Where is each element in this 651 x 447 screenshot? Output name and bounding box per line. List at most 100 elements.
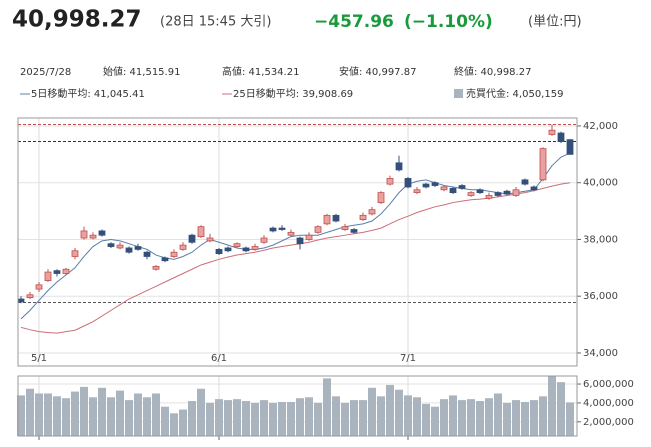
candle-body bbox=[404, 178, 412, 188]
y-tick-label: 36,000 bbox=[583, 291, 618, 302]
volume-bar bbox=[62, 398, 70, 436]
candle-body bbox=[350, 229, 358, 233]
candle-body bbox=[35, 284, 43, 290]
candle-body bbox=[449, 187, 457, 194]
volume-bar bbox=[17, 395, 25, 436]
legend-swatch bbox=[454, 89, 463, 98]
candle-body bbox=[521, 179, 529, 185]
candle-body bbox=[386, 178, 394, 185]
candle-body bbox=[395, 162, 403, 171]
volume-bar bbox=[287, 401, 295, 436]
candle-body bbox=[314, 226, 322, 233]
volume-bar bbox=[539, 396, 547, 436]
y-tick-label: 4,000,000 bbox=[583, 398, 634, 409]
candle-body bbox=[197, 226, 205, 238]
candle-body bbox=[26, 294, 34, 299]
volume-bar bbox=[305, 397, 313, 436]
pane-border bbox=[17, 375, 578, 437]
volume-bar bbox=[404, 395, 412, 436]
candle-body bbox=[296, 237, 304, 245]
x-tick-label: 6/1 bbox=[211, 353, 227, 364]
moving-average-line bbox=[20, 152, 571, 320]
volume-bar bbox=[386, 384, 394, 436]
volume-bar bbox=[296, 398, 304, 436]
candle-body bbox=[458, 185, 466, 189]
volume-bar bbox=[206, 402, 214, 436]
time: (28日 15:45 大引) bbox=[160, 15, 271, 30]
candle-body bbox=[341, 226, 349, 230]
volume-bar bbox=[440, 399, 448, 436]
x-tick-label: 5/1 bbox=[31, 353, 47, 364]
volume-bar bbox=[422, 403, 430, 436]
volume-bar bbox=[242, 401, 250, 436]
candle-body bbox=[332, 214, 340, 222]
candle-body bbox=[62, 268, 70, 274]
volume-bar bbox=[269, 402, 277, 436]
candle-body bbox=[188, 234, 196, 243]
volume-bar bbox=[152, 393, 160, 436]
candle-body bbox=[98, 230, 106, 236]
candle-body bbox=[107, 243, 115, 247]
volume-bar bbox=[485, 398, 493, 436]
pane-border bbox=[17, 117, 578, 367]
volume-bar bbox=[35, 393, 43, 436]
y-tick-label: 34,000 bbox=[583, 348, 618, 359]
change: −457.96 bbox=[314, 12, 394, 32]
volume-bar bbox=[341, 402, 349, 436]
candle-body bbox=[548, 129, 556, 135]
candle-body bbox=[143, 251, 151, 257]
candle-body bbox=[224, 247, 232, 252]
volume-bar bbox=[260, 400, 268, 436]
candle-body bbox=[116, 244, 124, 249]
candle-body bbox=[251, 246, 259, 250]
volume-bar bbox=[332, 396, 340, 436]
candle-body bbox=[269, 227, 277, 232]
candle-body bbox=[539, 148, 547, 181]
candle-body bbox=[557, 132, 565, 142]
candle-body bbox=[260, 237, 268, 243]
y-tick-label: 2,000,000 bbox=[583, 417, 634, 428]
candle-body bbox=[413, 189, 421, 194]
candle-body bbox=[494, 192, 502, 196]
volume-bar bbox=[224, 400, 232, 436]
y-tick-label: 38,000 bbox=[583, 234, 618, 245]
candle-body bbox=[44, 271, 52, 281]
volume-bar bbox=[467, 399, 475, 436]
candle-body bbox=[215, 248, 223, 255]
candle-body bbox=[125, 247, 133, 253]
candle-body bbox=[359, 214, 367, 220]
high: 高値: 41,534.21 bbox=[222, 65, 299, 78]
low: 安値: 40,997.87 bbox=[339, 65, 416, 78]
volume-bar bbox=[251, 402, 259, 436]
candle-body bbox=[206, 237, 214, 242]
volume-bar bbox=[458, 400, 466, 436]
y-tick-label: 40,000 bbox=[583, 178, 618, 189]
volume-bar bbox=[143, 397, 151, 436]
volume-bar bbox=[566, 402, 574, 436]
candle-body bbox=[503, 190, 511, 195]
volume-bar bbox=[125, 400, 133, 436]
candle-body bbox=[368, 209, 376, 215]
volume-bar bbox=[188, 401, 196, 436]
volume-bar bbox=[98, 387, 106, 436]
volume-bar bbox=[278, 401, 286, 436]
volume-bar bbox=[323, 378, 331, 436]
candle-body bbox=[422, 183, 430, 188]
volume-bar bbox=[170, 413, 178, 436]
volume-bar bbox=[44, 393, 52, 436]
candle-body bbox=[467, 192, 475, 196]
candle-body bbox=[152, 266, 160, 270]
candle-body bbox=[476, 189, 484, 194]
volume-bar bbox=[107, 397, 115, 436]
volume-bar bbox=[233, 399, 241, 436]
candle-body bbox=[89, 234, 97, 239]
volume-bar bbox=[26, 388, 34, 436]
volume-bar bbox=[53, 396, 61, 436]
volume-bar bbox=[368, 387, 376, 436]
volume-bar bbox=[197, 388, 205, 436]
volume-bar bbox=[359, 400, 367, 436]
volume-bar bbox=[431, 406, 439, 436]
candle-body bbox=[179, 244, 187, 250]
price: 40,998.27 bbox=[12, 7, 142, 33]
volume-bar bbox=[314, 402, 322, 436]
